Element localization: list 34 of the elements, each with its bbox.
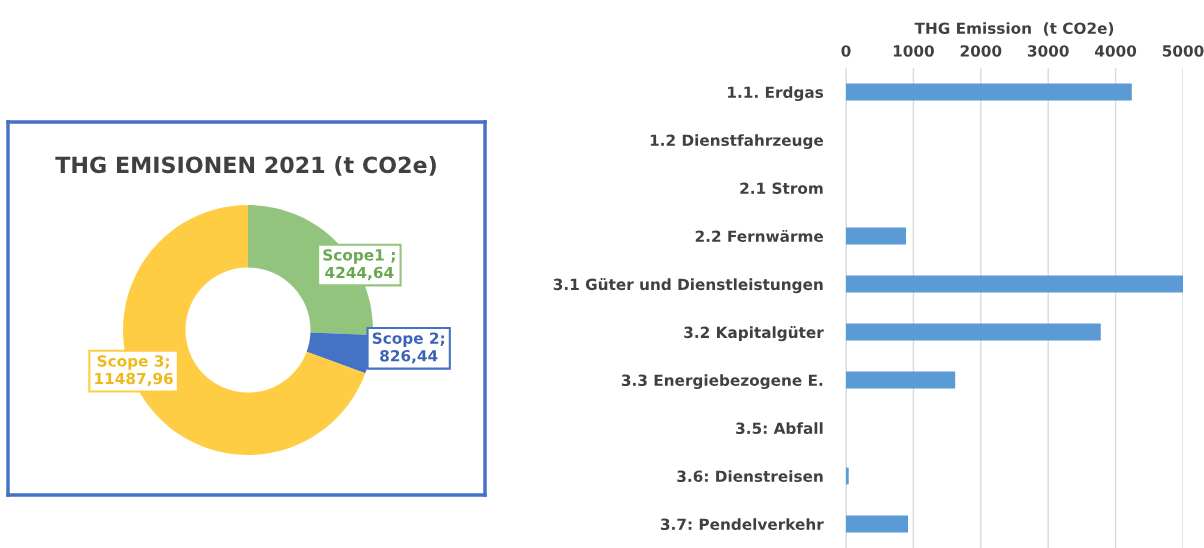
data-label: 11487,96 (95, 372, 173, 387)
slice-label: Scope 2 (372, 332, 439, 347)
y-tick-label: 2.1 Strom (740, 182, 823, 195)
y-tick-label: 1.1. Erdgas (728, 86, 824, 102)
bar (846, 275, 1183, 293)
bar (846, 371, 956, 389)
y-tick-label: 3.3 Energiebezogene E. (621, 374, 823, 390)
bar (846, 227, 906, 245)
data-label: 4244,64 (325, 266, 394, 281)
chart-title: THG EMISIONEN 2021 (t CO2e) (55, 156, 436, 176)
x-tick-label: 5000 (1162, 45, 1204, 57)
y-tick-label: 1.2 Dienstfahrzeuge (650, 134, 824, 150)
x-tick-label: 3000 (1027, 45, 1069, 57)
y-tick-label: 3.2 Kapitalgüter (684, 326, 824, 342)
bar (846, 83, 1132, 101)
slice-label: Scope 3 (97, 355, 164, 370)
y-tick-label: 3.1 Güter und Dienstleistungen (553, 278, 823, 294)
y-tick-label: 3.6: Dienstreisen (677, 470, 823, 483)
y-tick-label: 3.5: Abfall (736, 422, 823, 435)
bar (846, 515, 909, 533)
x-tick-label: 1000 (893, 45, 934, 57)
y-tick-label: 3.7: Pendelverkehr (660, 518, 824, 531)
text: ; (165, 358, 169, 369)
text: ; (391, 252, 395, 263)
x-tick-label: 0 (841, 45, 851, 57)
bar (846, 467, 849, 485)
y-tick-label: 2.2 Fernwärme (695, 229, 824, 243)
data-label: 826,44 (380, 349, 438, 364)
slice-label: Scope1 (323, 249, 384, 264)
text: ; (440, 335, 444, 346)
x-axis-title: THG Emission (t CO2e) (914, 22, 1114, 36)
x-tick-label: 2000 (960, 45, 1002, 57)
x-tick-label: 4000 (1095, 45, 1137, 57)
bar (846, 323, 1101, 341)
